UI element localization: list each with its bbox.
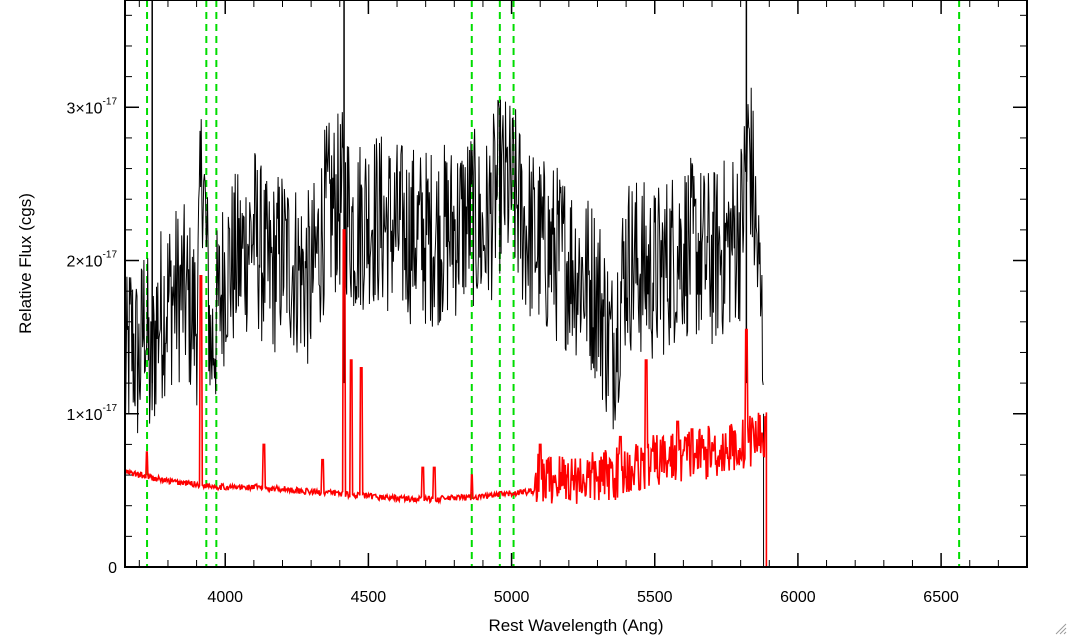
resize-grip-icon[interactable]: [1053, 621, 1067, 635]
y-tick-label: 2×10-17: [67, 250, 118, 271]
x-tick-label: 5500: [637, 589, 673, 606]
x-tick-label: 4000: [207, 589, 243, 606]
y-tick-label: 0: [108, 560, 117, 577]
y-tick-label: 3×10-17: [67, 96, 118, 117]
axis-ticks: [125, 0, 1028, 568]
x-tick-label: 5000: [494, 589, 530, 606]
series-observed-spectrum: [125, 87, 764, 434]
x-tick-label: 4500: [351, 589, 387, 606]
y-tick-labels: 0 1×10-17 2×10-17 3×10-17: [67, 96, 118, 577]
y-axis-title: Relative Flux (cgs): [16, 193, 35, 334]
x-tick-labels: 4000 4500 5000 5500 6000 6500: [207, 589, 959, 606]
series-model-spectrum: [125, 229, 1027, 567]
y-tick-label: 1×10-17: [67, 403, 118, 424]
plot-frame: [124, 0, 1028, 568]
x-tick-label: 6000: [780, 589, 816, 606]
x-axis-title: Rest Wavelength (Ang): [488, 616, 663, 635]
series-layer: [125, 0, 1027, 567]
x-tick-label: 6500: [923, 589, 959, 606]
